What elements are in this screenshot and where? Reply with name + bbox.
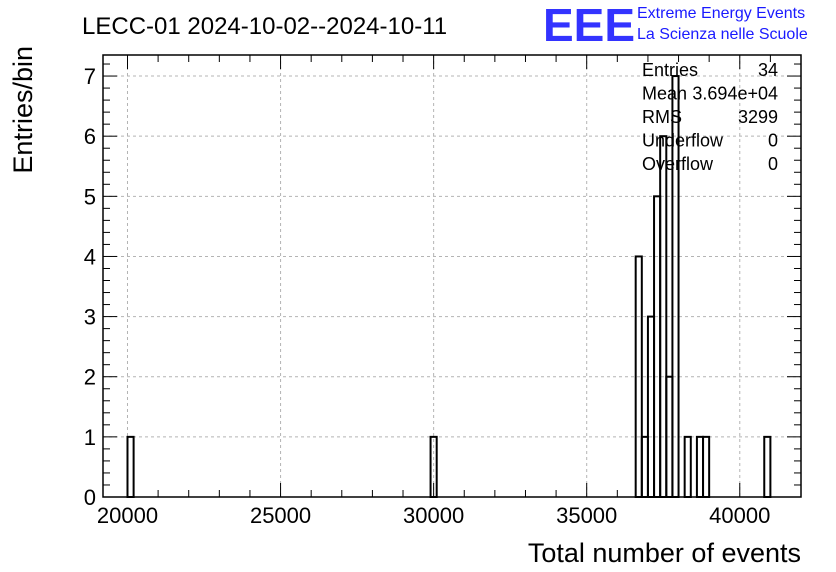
stats-value: 34 — [758, 60, 778, 80]
x-axis-title: Total number of events — [528, 538, 801, 568]
histogram-bin — [126, 435, 135, 499]
histogram-bars — [126, 75, 772, 499]
grid-lines — [103, 55, 801, 497]
stats-label: Overflow — [642, 154, 714, 174]
stats-label: RMS — [642, 107, 682, 127]
y-tick-label: 4 — [84, 244, 96, 269]
stats-value: 0 — [768, 154, 778, 174]
stats-label: Underflow — [642, 131, 724, 151]
eee-logo: EEE Extreme Energy Events La Scienza nel… — [543, 0, 808, 51]
stats-value: 0 — [768, 131, 778, 151]
x-tick-label: 20000 — [97, 503, 158, 528]
y-tick-label: 7 — [84, 64, 96, 89]
y-tick-label: 5 — [84, 184, 96, 209]
chart-title: LECC-01 2024-10-02--2024-10-11 — [82, 13, 447, 40]
stats-value: 3299 — [738, 107, 778, 127]
y-tick-label: 2 — [84, 365, 96, 390]
y-axis-title: Entries/bin — [8, 46, 38, 174]
histogram-bin — [683, 435, 692, 499]
y-tick-label: 3 — [84, 305, 96, 330]
y-tick-label: 6 — [84, 124, 96, 149]
logo-line1: Extreme Energy Events — [637, 5, 805, 22]
logo-mark: EEE — [543, 0, 635, 51]
tick-labels: 20000 25000 30000 35000 40000 0 1 2 3 4 5 6 7 — [84, 64, 771, 528]
x-tick-label: 40000 — [709, 503, 770, 528]
y-tick-label: 1 — [84, 425, 96, 450]
stats-box: Entries 34 Mean 3.694e+04 RMS 3299 Underflow 0 O… — [642, 60, 778, 174]
y-tick-label: 0 — [84, 485, 96, 510]
axes — [102, 54, 802, 498]
plot-frame — [102, 54, 802, 498]
histogram-bin — [702, 435, 711, 499]
histogram-bin — [763, 435, 772, 499]
logo-line2: La Scienza nelle Scuole — [637, 26, 808, 43]
stats-value: 3.694e+04 — [692, 84, 778, 104]
stats-label: Mean — [642, 84, 687, 104]
x-tick-label: 25000 — [250, 503, 311, 528]
x-tick-label: 35000 — [556, 503, 617, 528]
x-tick-label: 30000 — [403, 503, 464, 528]
stats-label: Entries — [642, 60, 698, 80]
